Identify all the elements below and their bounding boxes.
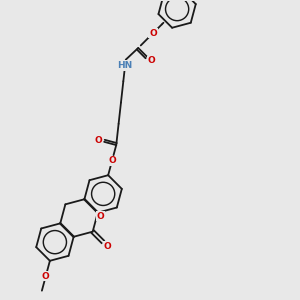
Text: O: O bbox=[97, 212, 105, 221]
Text: O: O bbox=[149, 29, 157, 38]
Text: O: O bbox=[108, 156, 116, 165]
Text: O: O bbox=[103, 242, 111, 251]
Text: HN: HN bbox=[117, 61, 133, 70]
Text: O: O bbox=[147, 56, 155, 65]
Text: O: O bbox=[94, 136, 102, 145]
Text: O: O bbox=[42, 272, 50, 280]
